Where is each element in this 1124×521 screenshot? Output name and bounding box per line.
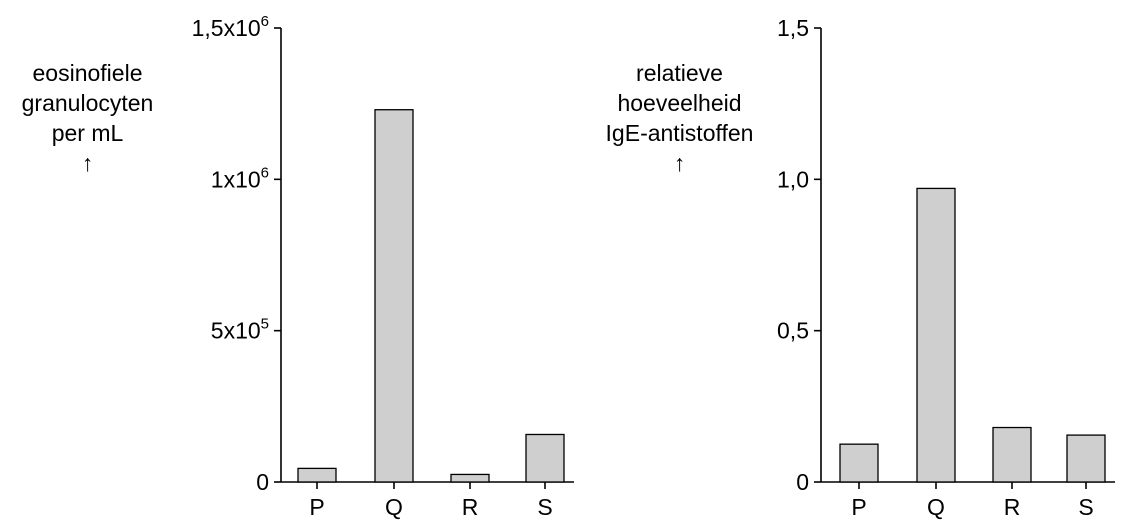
chart1-x-tick-label: Q (385, 494, 403, 520)
chart1-ylabel: eosinofiele granulocyten per mL ↑ (0, 58, 175, 178)
chart1-bar-s (525, 433, 565, 483)
chart1-y-tick-label: 1x106 (211, 164, 269, 192)
chart1-y-tick-label: 0 (256, 469, 269, 495)
up-arrow-icon: ↑ (81, 150, 94, 176)
chart2-bar-q (916, 187, 956, 483)
chart2-x-tick-label: S (1078, 494, 1093, 520)
chart2-bar-s (1066, 434, 1106, 483)
chart1-x-tick-label: S (537, 494, 552, 520)
chart2-y-tick-label: 1,0 (777, 166, 809, 192)
chart2-bar-p (839, 443, 879, 483)
chart1-ylabel-line: granulocyten (21, 90, 154, 116)
chart2-x-tick-label: P (851, 494, 866, 520)
chart2-x-tick-label: Q (927, 494, 945, 520)
chart1-ylabel-line: eosinofiele (32, 60, 143, 86)
chart1-bar-r (450, 473, 490, 483)
chart1-ylabel-line: per mL (51, 120, 124, 146)
chart2-ylabel: relatieve hoeveelheid IgE-antistoffen ↑ (582, 58, 777, 178)
chart1-bar-q (374, 109, 414, 483)
chart1-y-tick-label: 1,5x106 (192, 13, 269, 41)
chart1-bar-p (297, 467, 337, 483)
chart2-ylabel-line: relatieve (636, 60, 723, 86)
up-arrow-icon: ↑ (673, 150, 686, 176)
chart1-y-tick-label: 5x105 (211, 316, 269, 344)
chart2-x-tick-label: R (1004, 494, 1021, 520)
chart2-ylabel-line: IgE-antistoffen (605, 120, 754, 146)
chart2-y-tick-label: 0,5 (777, 318, 809, 344)
chart1-x-tick-label: R (462, 494, 479, 520)
chart2-bar-r (992, 426, 1032, 483)
chart1-x-tick-label: P (309, 494, 324, 520)
chart2-ylabel-line: hoeveelheid (617, 90, 742, 116)
chart2-y-tick-label: 1,5 (777, 15, 809, 41)
chart2-y-tick-label: 0 (796, 469, 809, 495)
